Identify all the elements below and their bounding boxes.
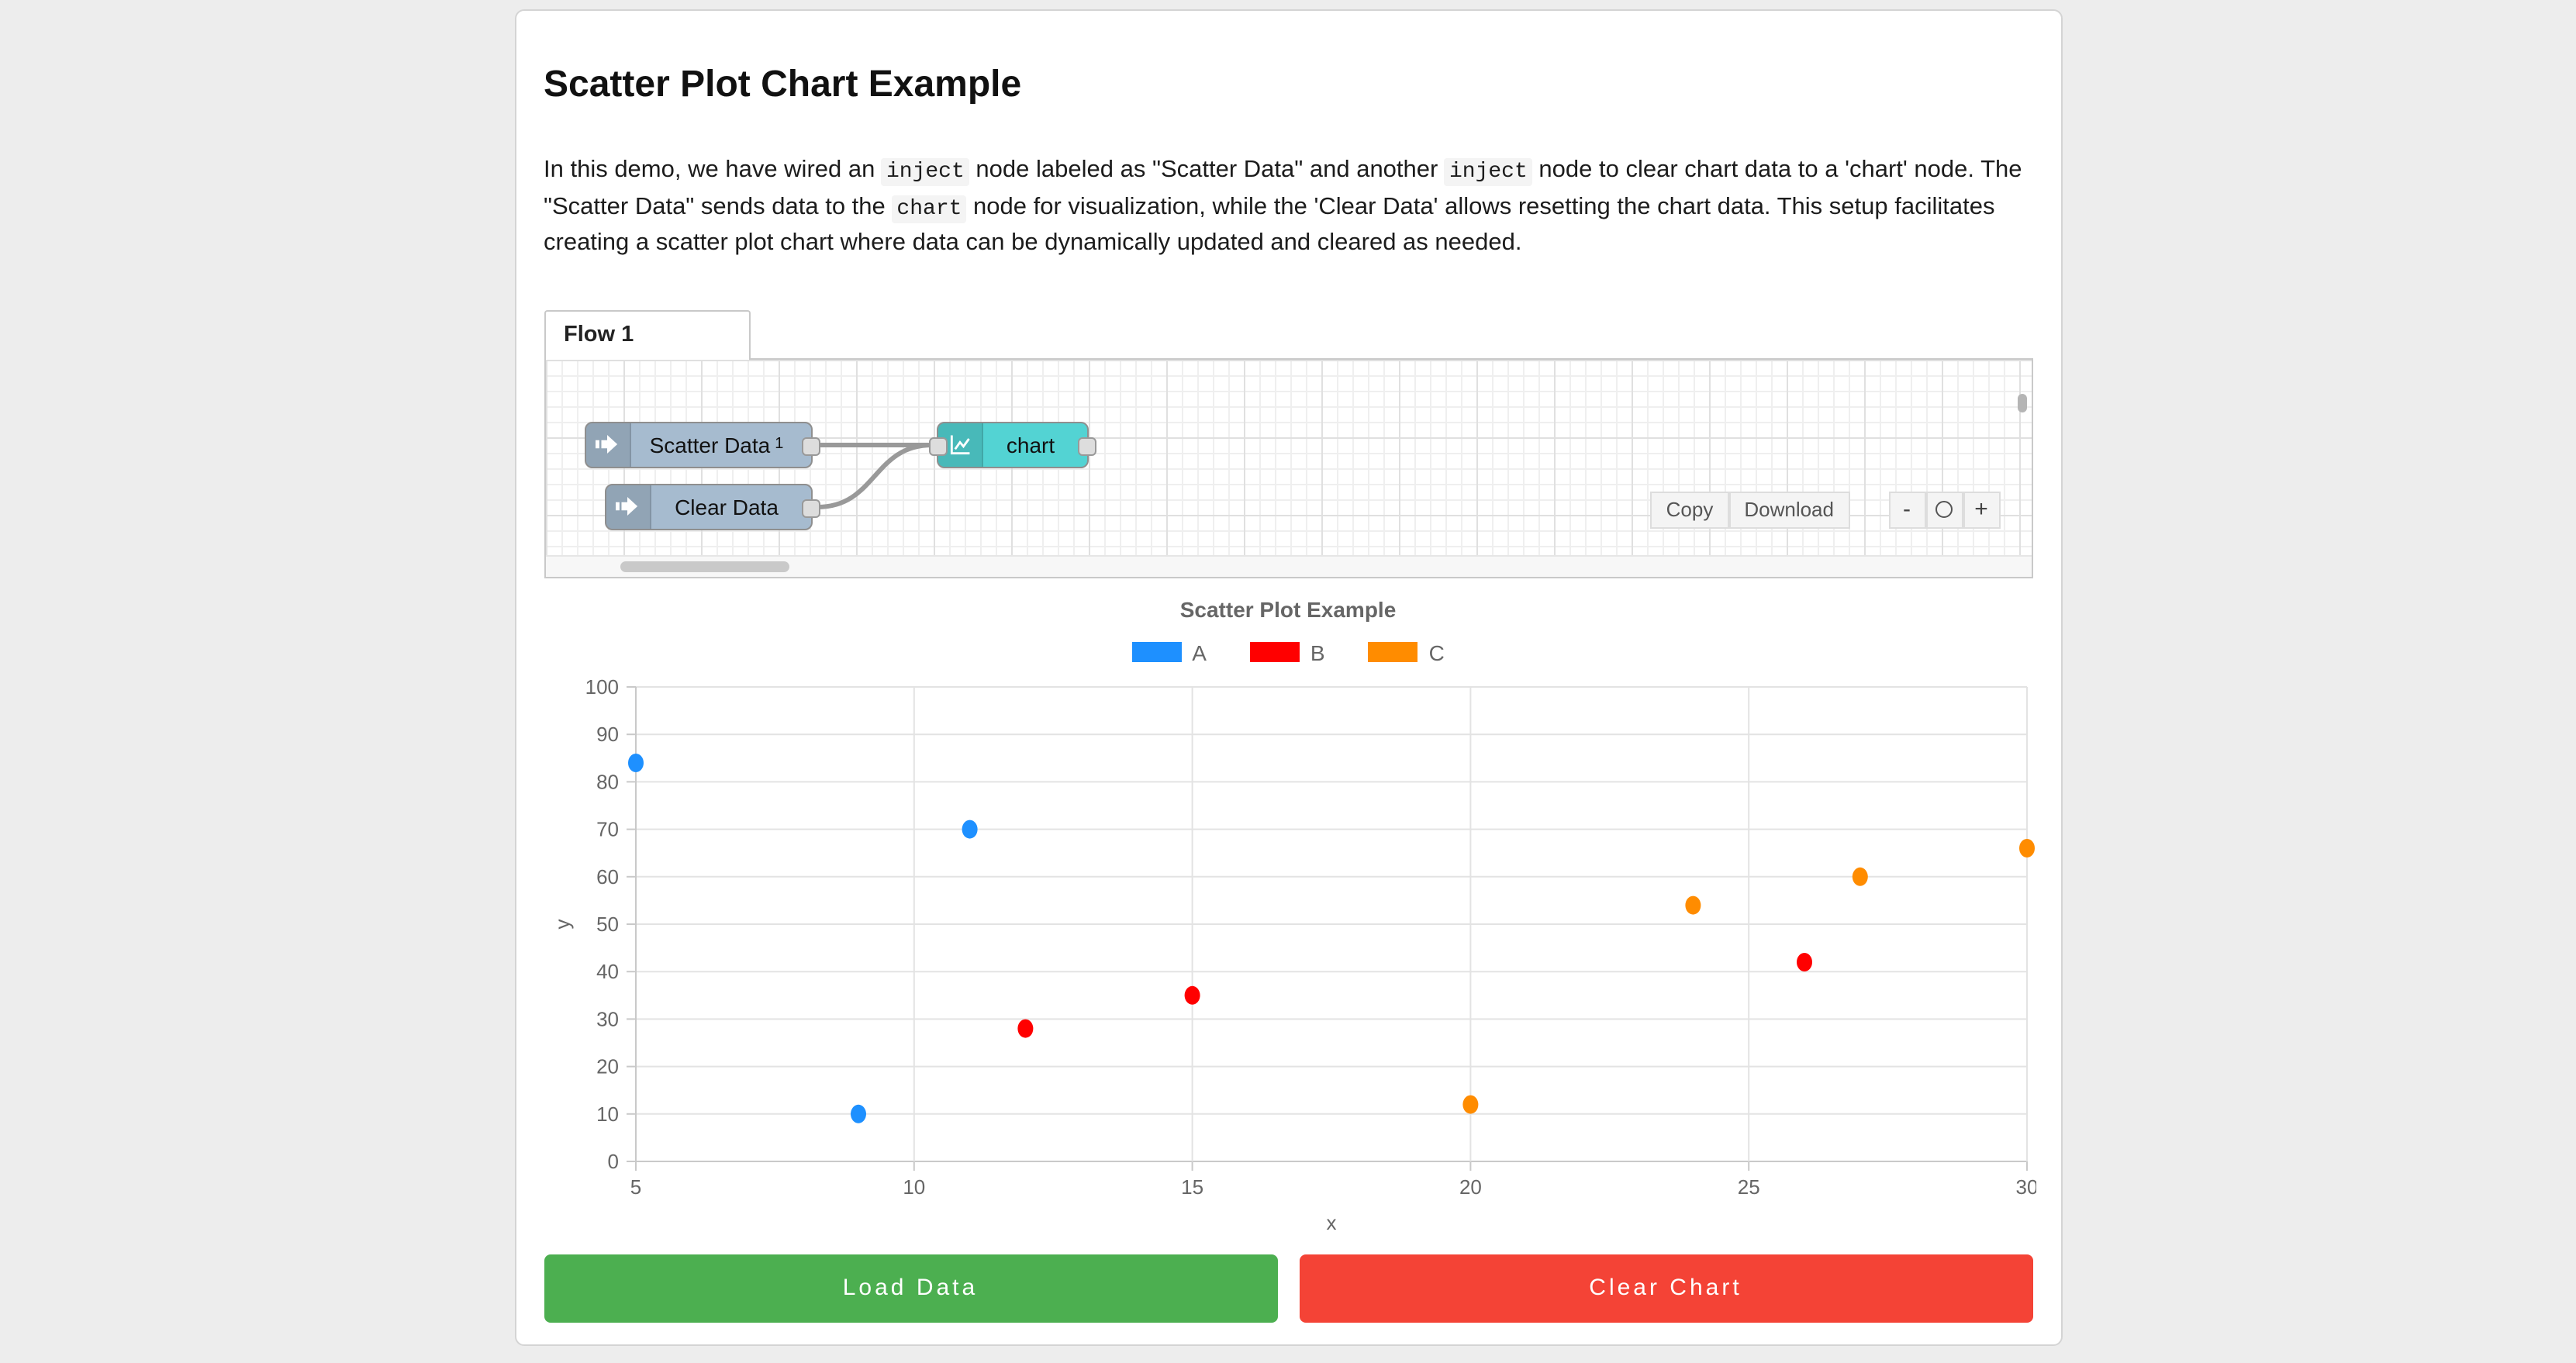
y-axis-title: y (550, 919, 573, 929)
chart-section: Scatter Plot Example A B C 0 10 20 30 40 50 60 70… (544, 596, 2036, 1235)
output-port[interactable] (801, 437, 820, 455)
legend-swatch (1131, 642, 1182, 662)
page-background: Scatter Plot Chart Example In this demo,… (0, 9, 2576, 1363)
inject-icon (585, 423, 630, 466)
scatter-point-A (627, 753, 643, 771)
scatter-point-B (1796, 952, 1811, 971)
scrollbar-thumb[interactable] (620, 561, 789, 571)
y-tick-label: 30 (596, 1006, 618, 1030)
legend-item-C[interactable]: C (1368, 640, 1445, 664)
x-tick-label: 10 (902, 1175, 924, 1198)
y-tick-label: 20 (596, 1054, 618, 1078)
zoom-in-button[interactable]: + (1963, 491, 2000, 528)
node-label: chart (1006, 432, 1055, 457)
description-paragraph: In this demo, we have wired an inject no… (544, 154, 2032, 260)
zoom-reset-icon (1935, 501, 1953, 518)
inline-code: inject (881, 158, 969, 186)
content-card: Scatter Plot Chart Example In this demo,… (514, 9, 2062, 1345)
output-port[interactable] (1077, 437, 1096, 455)
load-data-button[interactable]: Load Data (544, 1254, 1277, 1322)
scatter-point-B (1183, 985, 1200, 1004)
scatter-point-C (1462, 1094, 1478, 1113)
node-badge: 1 (775, 436, 784, 453)
flow-vertical-scrollbar[interactable] (2017, 393, 2026, 412)
y-tick-label: 100 (585, 677, 618, 698)
scatter-chart[interactable]: 0 10 20 30 40 50 60 70 80 90 100 5 10 15 20 25 30 x y (544, 677, 2036, 1235)
x-axis-title: x (1326, 1210, 1336, 1234)
y-tick-label: 50 (596, 912, 618, 935)
zoom-controls: - + (1888, 491, 2000, 528)
node-scatter-data[interactable]: Scatter Data 1 (584, 421, 820, 468)
scatter-point-C (1851, 866, 1867, 885)
flow-wires (814, 442, 934, 509)
scatter-point-A (961, 819, 977, 838)
page-title: Scatter Plot Chart Example (544, 64, 1022, 105)
input-port[interactable] (928, 437, 947, 455)
flow-tab-label: Flow 1 (564, 322, 634, 347)
x-tick-label: 30 (2015, 1175, 2036, 1198)
legend-label: B (1310, 640, 1325, 664)
y-tick-label: 60 (596, 864, 618, 888)
y-tick-label: 90 (596, 722, 618, 745)
inject-icon (606, 485, 651, 528)
clear-chart-button[interactable]: Clear Chart (1299, 1254, 2032, 1322)
zoom-reset-button[interactable] (1925, 491, 1963, 528)
legend-label: C (1428, 640, 1445, 664)
x-tick-label: 20 (1459, 1175, 1481, 1198)
flow-toolbar: Copy Download (1650, 491, 1849, 528)
flow-editor: Flow 1 Scatter Data 1 (544, 309, 2032, 578)
y-tick-label: 0 (607, 1149, 618, 1172)
zoom-out-button[interactable]: - (1888, 491, 1925, 528)
output-port[interactable] (801, 499, 820, 517)
chart-legend: A B C (544, 640, 2032, 664)
flow-tab[interactable]: Flow 1 (544, 309, 750, 359)
description-text: node to clear chart data to a 'chart' no… (544, 157, 2022, 219)
description-text: In this demo, we have wired an (544, 157, 882, 183)
y-tick-label: 40 (596, 959, 618, 982)
legend-swatch (1249, 642, 1300, 662)
y-tick-label: 70 (596, 817, 618, 840)
scatter-point-A (850, 1103, 865, 1123)
legend-item-A[interactable]: A (1131, 640, 1207, 664)
node-label: Clear Data (675, 494, 779, 519)
x-tick-label: 15 (1180, 1175, 1203, 1198)
legend-item-B[interactable]: B (1249, 640, 1325, 664)
node-label: Scatter Data 1 (649, 432, 784, 457)
scatter-point-B (1017, 1018, 1033, 1037)
description-text: node labeled as "Scatter Data" and anoth… (969, 157, 1445, 183)
download-button[interactable]: Download (1728, 491, 1849, 528)
y-tick-label: 10 (596, 1102, 618, 1125)
node-clear-data[interactable]: Clear Data (604, 483, 820, 530)
inline-code: chart (892, 195, 967, 223)
y-tick-label: 80 (596, 769, 618, 792)
node-chart[interactable]: chart (928, 421, 1096, 468)
inline-code: inject (1444, 158, 1532, 186)
description-text: node for visualization, while the 'Clear… (544, 193, 1995, 256)
x-tick-label: 5 (630, 1175, 641, 1198)
copy-button[interactable]: Copy (1650, 491, 1729, 528)
flow-horizontal-scrollbar[interactable] (545, 554, 2031, 576)
scatter-point-C (2018, 838, 2034, 857)
x-tick-label: 25 (1737, 1175, 1759, 1198)
action-buttons: Load Data Clear Chart (544, 1254, 2032, 1322)
chart-title: Scatter Plot Example (1179, 596, 1397, 621)
flow-canvas[interactable]: Scatter Data 1 Clear Data chart (544, 357, 2032, 578)
legend-swatch (1368, 642, 1418, 662)
scatter-point-C (1684, 895, 1701, 914)
legend-label: A (1192, 640, 1207, 664)
